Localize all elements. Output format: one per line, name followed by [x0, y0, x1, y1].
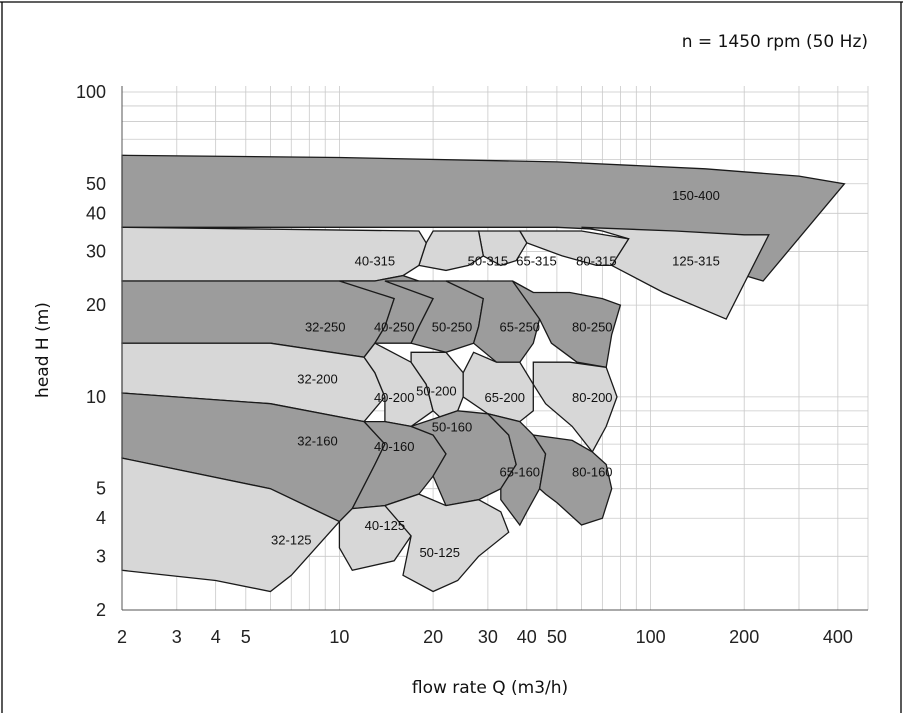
x-tick-200: 200 [729, 627, 759, 647]
region-40-160 [351, 420, 447, 510]
region-65-160 [485, 412, 547, 527]
y-tick-50: 50 [86, 174, 106, 194]
x-tick-3: 3 [172, 627, 182, 647]
x-tick-50: 50 [547, 627, 567, 647]
pump-region-labels: 150-400 125-315 80-315 65-315 50-315 40-315 32… [271, 188, 720, 560]
region-label-50-125: 50-125 [419, 545, 459, 560]
x-tick-5: 5 [241, 627, 251, 647]
region-label-32-200: 32-200 [297, 371, 337, 386]
x-tick-30: 30 [478, 627, 498, 647]
y-tick-4: 4 [96, 508, 106, 528]
region-label-150-400: 150-400 [672, 188, 720, 203]
y-axis-label: head H (m) [33, 302, 53, 398]
x-tick-2: 2 [117, 627, 127, 647]
y-tick-3: 3 [96, 546, 106, 566]
y-tick-40: 40 [86, 203, 106, 223]
y-tick-10: 10 [86, 387, 106, 407]
region-label-65-315: 65-315 [516, 254, 556, 269]
region-50-125 [383, 493, 510, 593]
region-150-400 [121, 154, 846, 282]
region-label-40-125: 40-125 [365, 518, 405, 533]
x-tick-100: 100 [636, 627, 666, 647]
y-tick-100: 100 [76, 82, 106, 102]
region-label-50-250: 50-250 [432, 320, 472, 335]
x-tick-4: 4 [211, 627, 221, 647]
region-label-65-160: 65-160 [500, 464, 540, 479]
pump-regions [121, 154, 846, 593]
region-label-32-250: 32-250 [305, 320, 345, 335]
region-65-200 [462, 351, 534, 423]
region-label-40-200: 40-200 [374, 390, 414, 405]
region-label-50-160: 50-160 [432, 419, 472, 434]
region-label-32-125: 32-125 [271, 533, 311, 548]
region-80-160 [531, 434, 613, 526]
y-tick-labels: 2 3 4 5 10 20 30 40 50 100 [76, 82, 106, 620]
region-label-65-200: 65-200 [485, 390, 525, 405]
region-label-32-160: 32-160 [297, 433, 337, 448]
x-tick-10: 10 [329, 627, 349, 647]
region-label-80-200: 80-200 [572, 390, 612, 405]
region-80-250 [511, 280, 622, 369]
x-tick-20: 20 [423, 627, 443, 647]
region-label-40-160: 40-160 [374, 439, 414, 454]
y-tick-30: 30 [86, 241, 106, 261]
region-label-50-315: 50-315 [468, 254, 508, 269]
speed-annotation: n = 1450 rpm (50 Hz) [682, 32, 868, 52]
x-axis-label: flow rate Q (m3/h) [412, 678, 568, 698]
region-label-80-315: 80-315 [576, 254, 616, 269]
region-label-125-315: 125-315 [672, 254, 720, 269]
region-32-125 [121, 457, 341, 593]
x-tick-40: 40 [517, 627, 537, 647]
region-80-200 [532, 361, 618, 454]
region-65-250 [445, 280, 541, 363]
region-label-50-200: 50-200 [416, 383, 456, 398]
region-80-315 [518, 230, 630, 267]
y-tick-20: 20 [86, 295, 106, 315]
region-label-80-160: 80-160 [572, 464, 612, 479]
region-40-200 [363, 342, 434, 428]
region-label-40-250: 40-250 [374, 320, 414, 335]
y-tick-2: 2 [96, 600, 106, 620]
region-label-40-315: 40-315 [355, 254, 395, 269]
x-tick-400: 400 [823, 627, 853, 647]
y-tick-5: 5 [96, 479, 106, 499]
x-tick-labels: 2 3 4 5 10 20 30 40 50 100 200 400 [117, 627, 853, 647]
axes [121, 86, 868, 611]
region-125-315 [581, 226, 770, 320]
region-label-80-250: 80-250 [572, 320, 612, 335]
region-label-65-250: 65-250 [500, 320, 540, 335]
